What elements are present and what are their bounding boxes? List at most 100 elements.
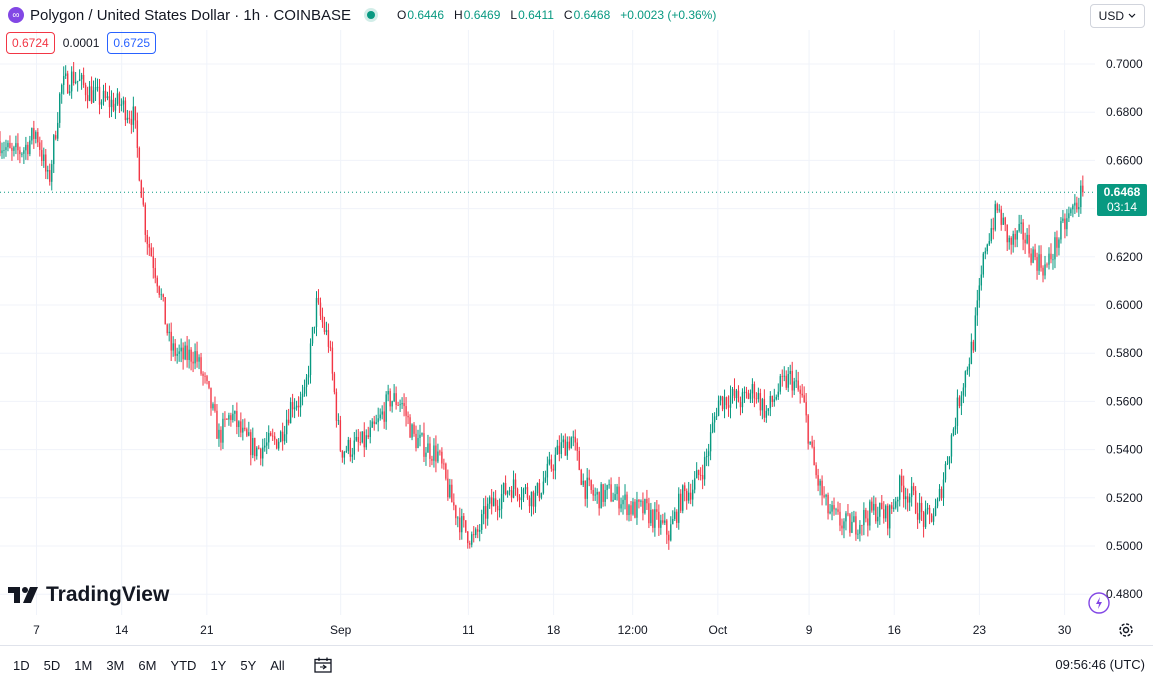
candle-body	[315, 297, 318, 327]
open-value: 0.6446	[407, 8, 445, 22]
candle-body	[932, 515, 935, 522]
candle-body	[492, 498, 495, 507]
candle-body	[441, 451, 443, 464]
candle-body	[982, 253, 985, 275]
price-chart[interactable]: 0.70000.68000.66000.64000.62000.60000.58…	[0, 0, 1153, 645]
currency-selector[interactable]: USD	[1089, 4, 1145, 28]
candle-body	[35, 132, 37, 139]
range-all-button[interactable]: All	[270, 657, 285, 673]
candle-body	[570, 437, 572, 449]
candle-body	[1056, 237, 1058, 248]
symbol-title[interactable]: Polygon / United States Dollar · 1h · CO…	[30, 6, 351, 24]
candle-body	[156, 277, 158, 287]
candle-body	[994, 204, 996, 230]
range-5d-button[interactable]: 5D	[43, 657, 61, 673]
time-axis[interactable]: 7 14 21 Sep 11 18 12:00 Oct 9 16 23 30	[33, 623, 1071, 637]
candle-body	[106, 96, 109, 99]
candle-body	[1012, 233, 1014, 245]
candle-body	[578, 450, 580, 470]
candle-body	[650, 509, 652, 524]
candle-body	[1036, 257, 1038, 271]
price-axis[interactable]: 0.70000.68000.66000.64000.62000.60000.58…	[1106, 57, 1143, 601]
candle-body	[118, 93, 121, 106]
chart-grid	[0, 30, 1095, 615]
candle-body	[190, 349, 192, 362]
bid-button[interactable]: 0.6724	[6, 32, 55, 54]
candle-body	[178, 351, 180, 354]
candle-body	[421, 433, 423, 435]
candle-body	[218, 429, 220, 439]
candle-body	[875, 503, 877, 522]
range-1m-button[interactable]: 1M	[74, 657, 93, 673]
tradingview-logo[interactable]: TradingView	[8, 583, 169, 607]
candle-body	[425, 452, 427, 457]
candle-body	[572, 436, 574, 438]
candle-body	[502, 483, 505, 494]
candle-body	[204, 375, 206, 377]
calendar-icon[interactable]	[314, 657, 332, 673]
candle-body	[82, 74, 85, 85]
candle-body	[590, 480, 592, 490]
range-1y-button[interactable]: 1Y	[210, 657, 227, 673]
candle-body	[634, 501, 636, 518]
candle-body	[946, 463, 949, 465]
ask-button[interactable]: 0.6725	[107, 32, 157, 54]
candle-body	[1032, 249, 1034, 263]
candle-body	[124, 100, 127, 121]
candle-body	[256, 447, 258, 457]
candle-body	[62, 75, 65, 85]
candle-body	[419, 434, 421, 438]
candle-body	[43, 154, 45, 162]
candle-body	[841, 525, 843, 529]
candle-body	[90, 86, 93, 103]
candle-body	[717, 400, 720, 416]
candle-body	[70, 71, 73, 92]
candle-body	[9, 142, 11, 148]
candle-body	[447, 478, 449, 498]
range-6m-button[interactable]: 6M	[138, 657, 157, 673]
x-tick-label: 14	[115, 623, 129, 637]
candle-body	[526, 487, 529, 498]
candle-body	[17, 143, 19, 151]
candle-body	[214, 404, 216, 411]
candle-body	[771, 396, 774, 402]
range-1d-button[interactable]: 1D	[13, 657, 30, 673]
goto-realtime-icon[interactable]	[1088, 592, 1110, 614]
candle-body	[638, 499, 640, 502]
candle-body	[86, 95, 89, 101]
candle-body	[407, 415, 409, 418]
candle-body	[471, 534, 473, 545]
candle-body	[252, 438, 254, 456]
candle-body	[13, 147, 15, 151]
close-label: C	[563, 8, 573, 22]
range-ytd-button[interactable]: YTD	[170, 657, 197, 673]
candle-body	[180, 347, 182, 352]
candle-body	[528, 497, 531, 507]
candle-body	[881, 502, 883, 510]
candle-body	[904, 496, 907, 500]
candle-body	[556, 445, 559, 455]
candle-body	[705, 456, 708, 458]
y-tick-label: 0.6200	[1106, 250, 1143, 264]
candle-body	[606, 485, 608, 491]
candle-body	[383, 411, 385, 422]
candle-body	[210, 387, 212, 409]
range-3m-button[interactable]: 3M	[106, 657, 125, 673]
candle-body	[743, 391, 746, 393]
utc-clock[interactable]: 09:56:46 (UTC)	[1055, 657, 1145, 672]
candle-body	[958, 397, 961, 407]
candle-body	[3, 149, 5, 151]
candle-body	[690, 492, 692, 500]
x-tick-label: 11	[462, 623, 475, 637]
gear-icon[interactable]	[1117, 621, 1135, 639]
candle-body	[604, 490, 606, 502]
candle-body	[5, 147, 7, 150]
candle-body	[33, 128, 35, 139]
candle-body	[863, 509, 865, 526]
candle-body	[811, 441, 813, 447]
candle-body	[92, 90, 95, 103]
range-5y-button[interactable]: 5Y	[240, 657, 257, 673]
candle-body	[558, 445, 561, 455]
candle-body	[707, 451, 710, 457]
candle-body	[646, 499, 648, 504]
